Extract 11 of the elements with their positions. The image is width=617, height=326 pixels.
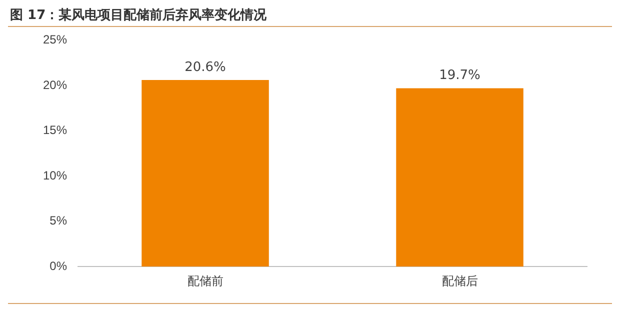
- y-tick-label: 15%: [42, 123, 68, 138]
- data-label: 20.6%: [184, 60, 226, 75]
- chart-title: 图 17：某风电项目配储前后弃风率变化情况: [10, 6, 267, 24]
- data-label: 19.7%: [439, 68, 480, 84]
- y-tick-label: 5%: [50, 214, 68, 228]
- y-tick-label: 0%: [50, 258, 68, 273]
- y-tick-label: 10%: [42, 168, 68, 182]
- y-tick-label: 25%: [42, 32, 68, 47]
- x-tick-label: 配储后: [442, 274, 478, 288]
- x-tick-label: 配储前: [187, 274, 224, 288]
- y-tick-label: 20%: [42, 78, 68, 92]
